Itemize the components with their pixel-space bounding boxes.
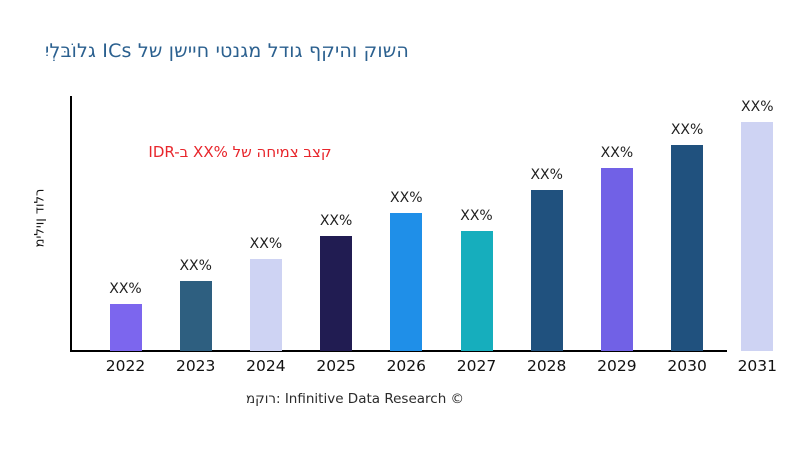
- bar-2024: [249, 259, 282, 351]
- bar-value-label: XX%: [319, 213, 353, 229]
- bar-value-label: XX%: [460, 208, 493, 224]
- bar-value-label: XX%: [741, 99, 774, 115]
- bar-value-label: XX%: [179, 258, 212, 274]
- x-tick-label: 2026: [386, 357, 427, 375]
- x-tick-label: 2031: [737, 357, 778, 375]
- bar-2026: [390, 213, 423, 351]
- bar-value-label: XX%: [670, 122, 704, 138]
- x-axis-line: [70, 350, 727, 352]
- x-tick-label: 2029: [597, 357, 637, 375]
- bar-2022: [109, 304, 142, 351]
- x-tick-label: 2027: [456, 357, 497, 375]
- y-axis-line: [70, 96, 72, 351]
- x-tick-label: 2025: [316, 357, 356, 375]
- bar-2030: [671, 145, 704, 351]
- growth-rate-annotation: IDR-ב XX% לש החימצ בצק: [148, 143, 332, 161]
- bar-value-label: XX%: [390, 190, 423, 206]
- bar-2031: [741, 122, 774, 351]
- bar-value-label: XX%: [249, 236, 283, 252]
- footer-source: מקור: Infinitive Data Research ©: [245, 391, 465, 407]
- bar-value-label: XX%: [109, 281, 142, 297]
- x-tick-label: 2023: [175, 357, 216, 375]
- x-tick-label: 2022: [105, 357, 146, 375]
- x-tick-label: 2028: [526, 357, 567, 375]
- y-axis-label: מיליון דולר: [32, 188, 48, 248]
- bar-2029: [600, 168, 633, 351]
- bar-2023: [179, 281, 212, 351]
- bar-2025: [320, 236, 353, 351]
- bar-value-label: XX%: [600, 145, 634, 161]
- bar-2027: [460, 231, 493, 351]
- x-tick-label: 2030: [667, 357, 707, 375]
- bar-2028: [530, 190, 563, 351]
- x-tick-label: 2024: [246, 357, 286, 375]
- bar-value-label: XX%: [530, 167, 563, 183]
- chart-title: יִלְבּוֹלג ICs לש ןשייח יטנגמ לדוג ףקיהו…: [45, 40, 409, 62]
